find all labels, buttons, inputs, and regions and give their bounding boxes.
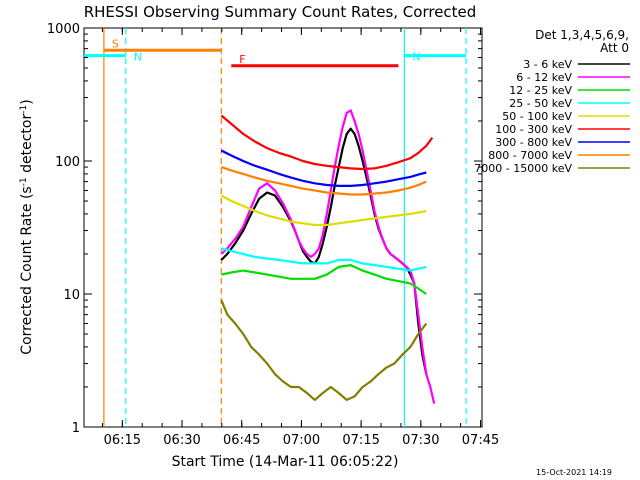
series-line <box>221 264 427 295</box>
chart-title: RHESSI Observing Summary Count Rates, Co… <box>84 3 477 21</box>
series-layer <box>220 109 436 404</box>
annotation-label: S <box>112 37 119 50</box>
legend-header-attenuator: Att 0 <box>600 41 629 55</box>
x-tick-label: 07:45 <box>462 433 499 448</box>
y-tick-label: 10 <box>63 288 80 303</box>
y-tick-label: 100 <box>55 155 80 170</box>
series-line <box>221 247 427 272</box>
x-axis-label: Start Time (14-Mar-11 06:05:22) <box>172 454 399 470</box>
annotation-label: N <box>412 51 420 64</box>
legend-entry-label: 300 - 800 keV <box>495 136 572 149</box>
legend-entry-label: 50 - 100 keV <box>502 110 572 123</box>
x-tick-label: 06:45 <box>223 433 260 448</box>
legend-entry-label: 6 - 12 keV <box>516 71 572 84</box>
y-axis: 1 10 100 1000 <box>47 22 482 436</box>
series-line <box>220 194 427 227</box>
x-tick-label: 06:30 <box>163 433 200 448</box>
legend-entry-label: 100 - 300 keV <box>495 123 572 136</box>
x-tick-label: 06:15 <box>104 433 141 448</box>
footer-timestamp: 15-Oct-2021 14:19 <box>536 468 612 477</box>
y-axis-label-mid: detector <box>19 114 35 178</box>
y-axis-label-sup1: -1 <box>19 177 29 186</box>
legend-header-detectors: Det 1,3,4,5,6,9, <box>535 28 629 42</box>
annotation-label: N <box>134 51 142 64</box>
y-tick-label: 1000 <box>47 22 80 37</box>
x-tick-label: 07:15 <box>342 433 379 448</box>
legend-entry-label: 3 - 6 keV <box>523 58 572 71</box>
annotation-label: F <box>239 53 245 66</box>
series-line <box>220 299 428 401</box>
annotation-layer: S N N F <box>84 28 467 427</box>
x-tick-label: 07:00 <box>283 433 320 448</box>
y-tick-label: 1 <box>72 421 80 436</box>
legend-entry-label: 12 - 25 keV <box>509 84 572 97</box>
x-tick-label: 07:30 <box>402 433 439 448</box>
plot-area: S N N F <box>83 27 483 428</box>
y-axis-label-sup2: -1 <box>19 105 29 114</box>
y-axis-label: Corrected Count Rate (s-1 detector-1) <box>19 99 35 354</box>
series-line <box>220 109 436 404</box>
plot-frame <box>83 27 483 428</box>
legend-entry-label: 7000 - 15000 keV <box>474 162 572 175</box>
legend-entry-label: 800 - 7000 keV <box>488 149 572 162</box>
series-line <box>220 149 427 187</box>
series-line <box>220 166 427 196</box>
x-axis: 06:15 06:30 06:45 07:00 07:15 07:30 07:45 <box>101 28 499 448</box>
y-axis-label-end: ) <box>19 99 35 104</box>
legend-entry-label: 25 - 50 keV <box>509 97 572 110</box>
series-line <box>220 114 434 171</box>
y-axis-label-main: Corrected Count Rate (s <box>19 186 35 354</box>
